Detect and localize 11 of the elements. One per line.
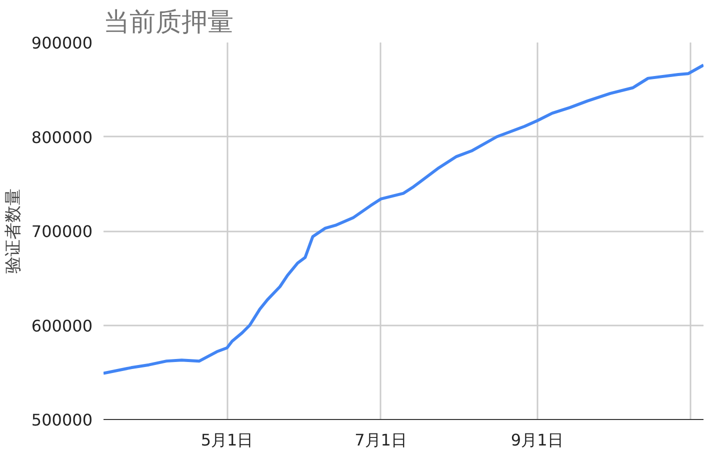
y-tick-label: 500000 <box>31 410 92 430</box>
x-tick-label: 5月1日 <box>200 430 254 450</box>
y-tick-label: 700000 <box>31 222 92 241</box>
y-tick-label: 600000 <box>31 316 92 336</box>
y-tick-label: 900000 <box>31 34 92 52</box>
chart-title: 当前质押量 <box>104 8 234 38</box>
x-tick-label: 7月1日 <box>354 430 407 450</box>
y-axis-title: 验证者数量 <box>3 188 24 274</box>
y-tick-label: 800000 <box>31 128 92 147</box>
x-tick-label: 9月1日 <box>510 430 564 450</box>
line-series <box>104 64 704 375</box>
